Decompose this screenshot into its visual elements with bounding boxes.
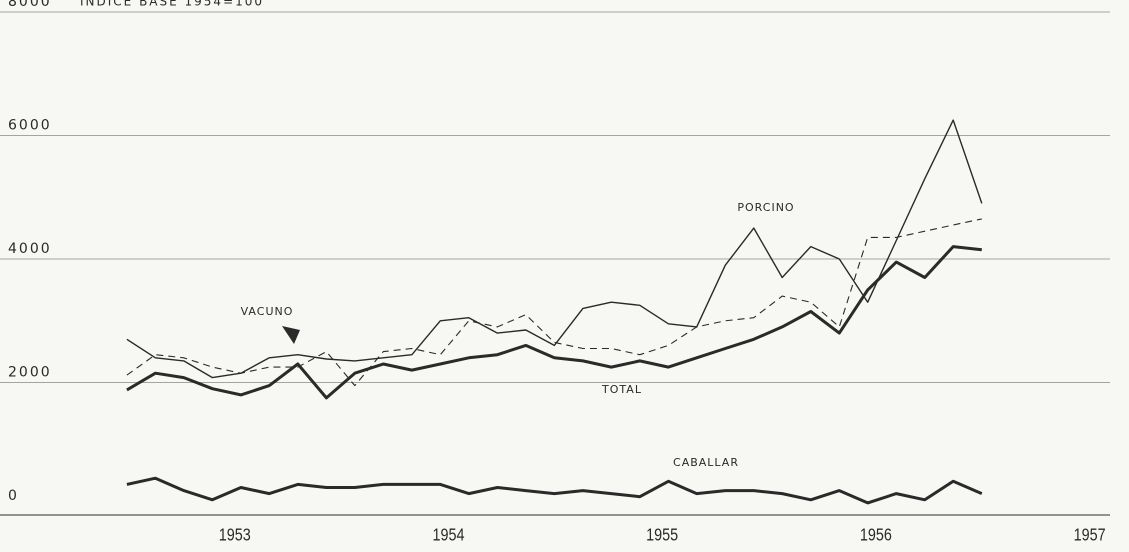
series-label: CABALLAR (673, 456, 739, 469)
series-label: PORCINO (737, 201, 794, 214)
series-line (126, 476, 983, 505)
chart-title: INDICE BASE 1954=100 (80, 0, 264, 9)
label-pointer (282, 326, 300, 344)
y-tick-label: 8000 (8, 0, 52, 10)
series-line (126, 245, 982, 400)
x-tick-label: 1954 (432, 525, 464, 545)
series-line (126, 218, 982, 387)
series-line (126, 119, 983, 379)
x-tick-label: 1957 (1074, 525, 1106, 545)
y-tick-label: 2000 (8, 365, 52, 381)
y-tick-label: 0 (8, 488, 19, 504)
series-label: TOTAL (601, 383, 642, 396)
y-tick-label: 4000 (8, 241, 52, 257)
series-label: VACUNO (241, 305, 294, 318)
x-tick-label: 1956 (860, 525, 892, 545)
x-tick-label: 1953 (219, 525, 251, 545)
x-tick-label: 1955 (646, 525, 678, 545)
y-tick-label: 6000 (8, 118, 52, 134)
